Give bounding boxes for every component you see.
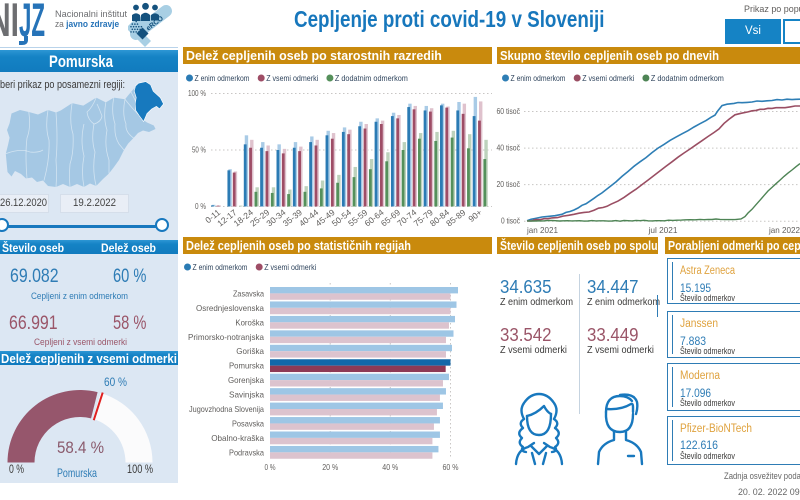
svg-text:Koroška: Koroška xyxy=(235,317,264,327)
svg-text:Goriška: Goriška xyxy=(236,346,264,356)
svg-text:Osrednjeslovenska: Osrednjeslovenska xyxy=(196,303,264,313)
svg-text:Pomurska: Pomurska xyxy=(229,361,264,371)
svg-text:20 %: 20 % xyxy=(322,463,338,472)
svg-text:Z enim odmerkom: Z enim odmerkom xyxy=(511,73,566,83)
svg-text:Z enim odmerkom: Z enim odmerkom xyxy=(193,262,248,272)
svg-text:Podravska: Podravska xyxy=(229,447,264,457)
svg-text:60 %: 60 % xyxy=(443,463,459,472)
svg-text:50 %: 50 % xyxy=(192,146,206,155)
svg-text:Primorsko-notranjska: Primorsko-notranjska xyxy=(188,332,264,342)
svg-text:Z enim odmerkom: Z enim odmerkom xyxy=(195,73,250,83)
svg-text:0 tisoč: 0 tisoč xyxy=(501,217,520,226)
svg-text:20 tisoč: 20 tisoč xyxy=(497,180,521,189)
svg-text:Zasavska: Zasavska xyxy=(233,288,264,298)
svg-text:85-89: 85-89 xyxy=(444,207,468,228)
svg-text:0 %: 0 % xyxy=(195,202,206,211)
svg-text:jan 2022: jan 2022 xyxy=(768,225,800,235)
svg-text:Z dodatnim odmerkom: Z dodatnim odmerkom xyxy=(335,73,408,83)
svg-text:90+: 90+ xyxy=(466,207,484,224)
svg-text:40 tisoč: 40 tisoč xyxy=(497,144,521,153)
svg-text:Obalno-kraška: Obalno-kraška xyxy=(211,433,264,443)
svg-text:JZ: JZ xyxy=(19,0,45,46)
svg-text:jul 2021: jul 2021 xyxy=(648,225,678,235)
svg-text:Gorenjska: Gorenjska xyxy=(228,375,264,385)
svg-text:Jugovzhodna Slovenija: Jugovzhodna Slovenija xyxy=(189,404,264,414)
svg-text:NI: NI xyxy=(0,0,19,46)
svg-text:Z vsemi odmerki: Z vsemi odmerki xyxy=(582,73,634,83)
svg-text:100 %: 100 % xyxy=(188,89,206,98)
svg-text:Z dodatnim odmerkom: Z dodatnim odmerkom xyxy=(651,73,724,83)
svg-text:0 %: 0 % xyxy=(265,463,276,472)
svg-text:Savinjska: Savinjska xyxy=(229,390,264,400)
svg-text:Z vsemi odmerki: Z vsemi odmerki xyxy=(264,262,316,272)
svg-text:60 tisoč: 60 tisoč xyxy=(497,107,521,116)
svg-text:40 %: 40 % xyxy=(382,463,398,472)
svg-text:jan 2021: jan 2021 xyxy=(526,225,558,235)
svg-text:Posavska: Posavska xyxy=(232,418,264,428)
svg-text:Z vsemi odmerki: Z vsemi odmerki xyxy=(266,73,318,83)
